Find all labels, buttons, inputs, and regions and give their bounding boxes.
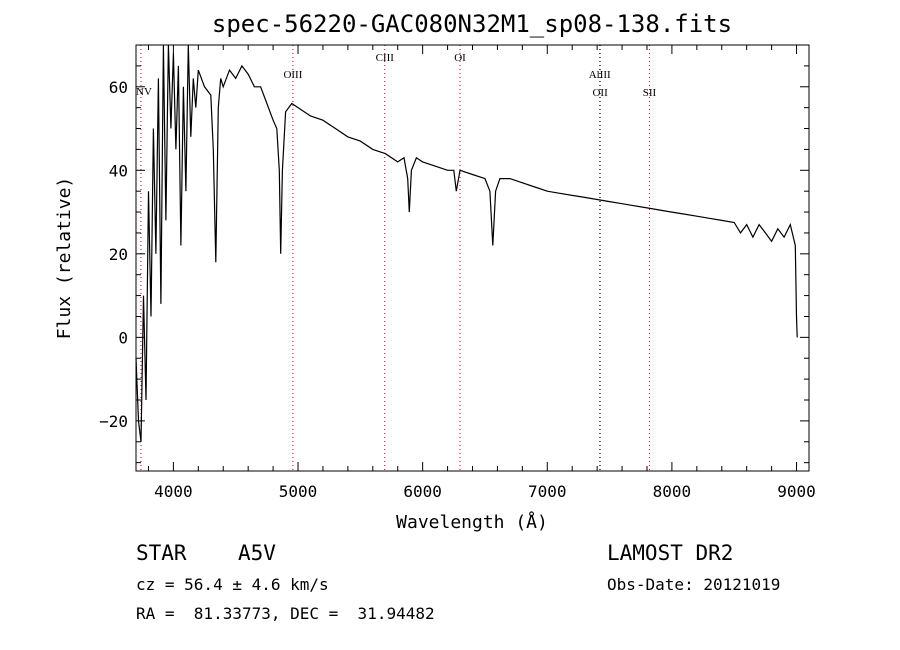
line-marker-label-4: AlIII	[589, 69, 611, 81]
x-tick-label: 7000	[528, 482, 567, 501]
y-axis-label: Flux (relative)	[54, 177, 75, 340]
y-tick-label: 0	[118, 328, 128, 347]
y-tick-label: 20	[109, 245, 128, 264]
x-tick-label: 5000	[279, 482, 318, 501]
redshift-velocity: cz = 56.4 ± 4.6 km/s	[136, 575, 329, 594]
survey-name: LAMOST DR2	[607, 541, 734, 565]
line-marker-label-6: SII	[643, 87, 657, 99]
spectral-subclass: A5V	[238, 541, 276, 565]
line-marker-label-2: CIII	[376, 52, 395, 64]
y-tick-label: 40	[109, 161, 128, 180]
y-tick-label: −20	[99, 412, 128, 431]
plot-area: NV OIII CIII OI AlIII OII SII 4000 5000 6000 7000 8…	[99, 44, 816, 501]
line-marker-label-1: OIII	[283, 69, 302, 81]
line-marker-label-3: OI	[454, 52, 466, 64]
x-axis-label: Wavelength (Å)	[396, 511, 548, 533]
line-marker-label-5: OII	[592, 87, 608, 99]
line-marker-label-0: NV	[136, 86, 152, 98]
sky-coordinates: RA = 81.33773, DEC = 31.94482	[136, 604, 435, 623]
object-class: STAR	[136, 541, 187, 565]
x-tick-label: 4000	[154, 482, 193, 501]
x-tick-label: 8000	[653, 482, 692, 501]
chart-title: spec-56220-GAC080N32M1_sp08-138.fits	[212, 10, 732, 38]
x-tick-label: 6000	[403, 482, 442, 501]
spectrum-line-0	[135, 44, 798, 442]
plot-frame	[135, 44, 810, 472]
y-tick-label: 60	[109, 78, 128, 97]
observation-date: Obs-Date: 20121019	[607, 575, 781, 594]
x-tick-label: 9000	[777, 482, 816, 501]
